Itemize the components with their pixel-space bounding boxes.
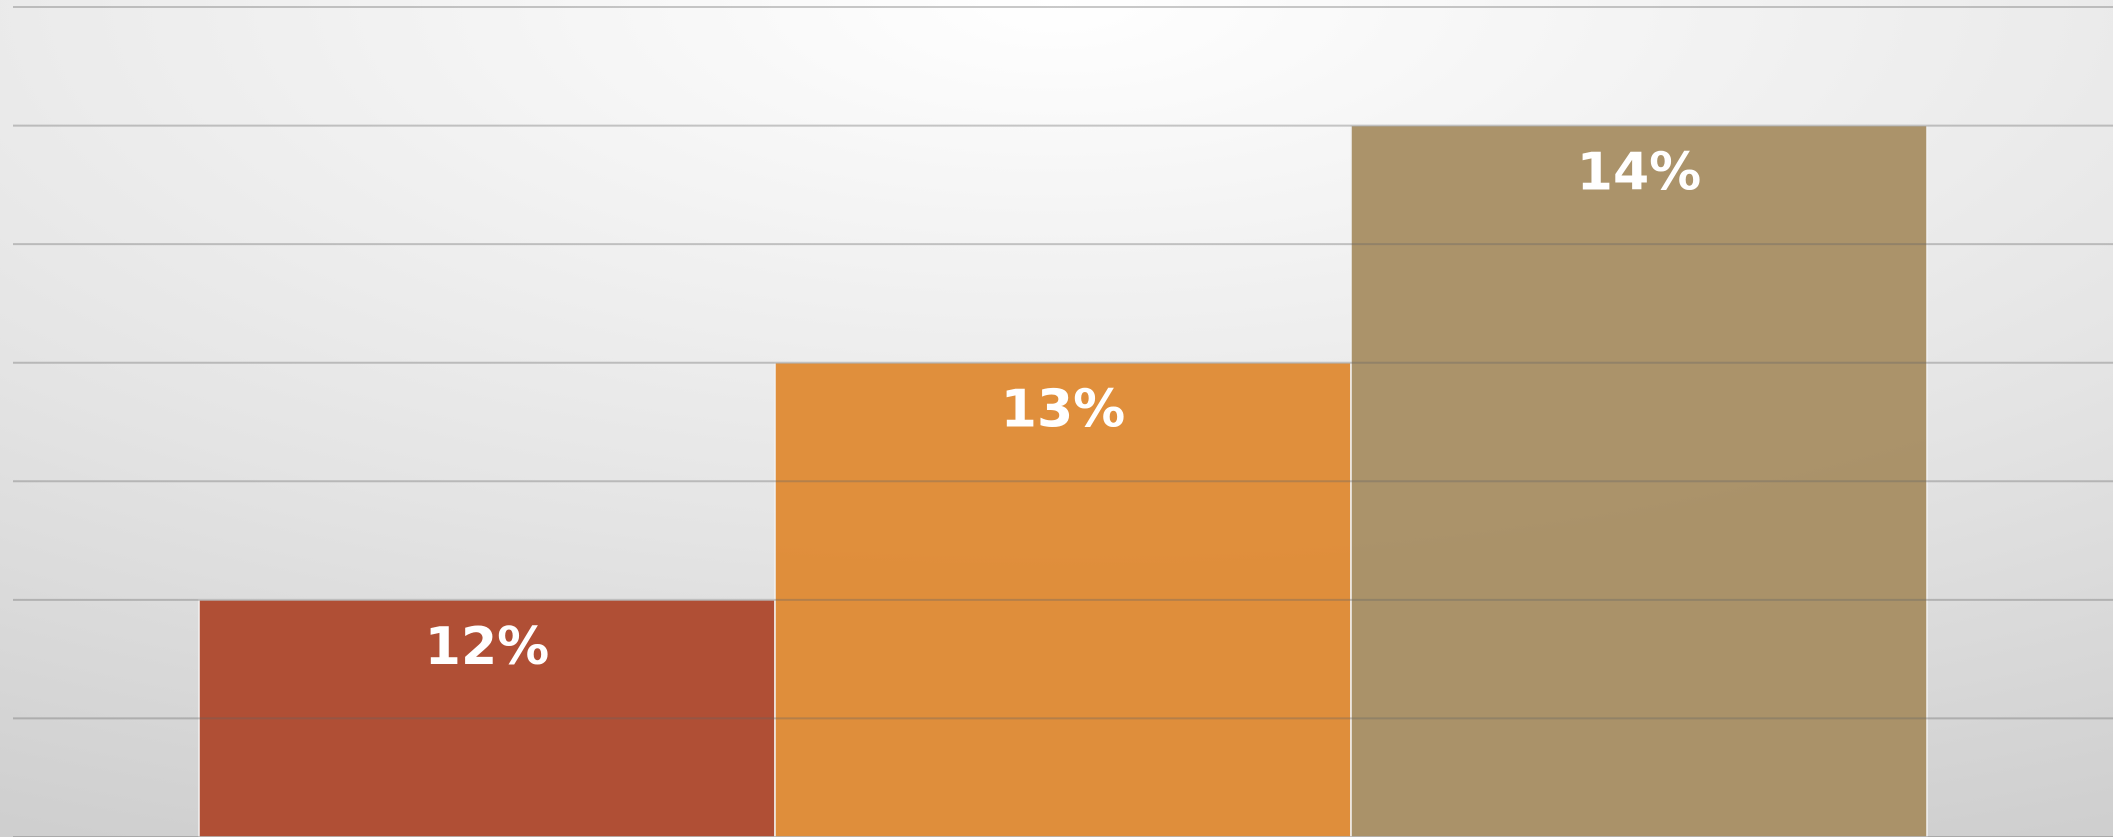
data-label: 14% (1577, 143, 1701, 203)
bar (774, 361, 1352, 837)
bar (1350, 124, 1928, 837)
bar (198, 599, 776, 837)
data-label: 12% (425, 617, 549, 677)
data-label: 13% (1001, 380, 1125, 440)
